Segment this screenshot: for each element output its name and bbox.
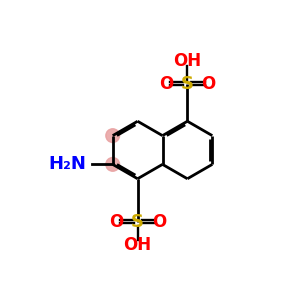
Text: O: O [202, 75, 216, 93]
Text: O: O [159, 75, 173, 93]
Circle shape [106, 129, 120, 142]
Text: O: O [152, 213, 166, 231]
Text: OH: OH [124, 236, 152, 254]
Text: H₂N: H₂N [48, 155, 86, 173]
Text: O: O [109, 213, 124, 231]
Text: OH: OH [173, 52, 202, 70]
Text: S: S [181, 75, 194, 93]
Text: S: S [131, 213, 144, 231]
Circle shape [106, 158, 120, 171]
